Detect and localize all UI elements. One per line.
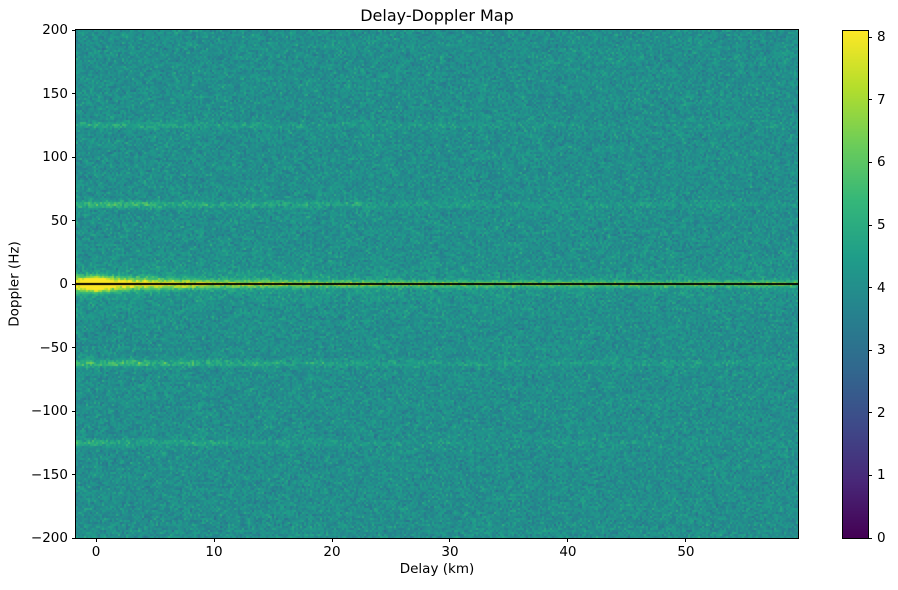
y-tick-label: −50: [39, 339, 69, 356]
y-tick-label: 150: [42, 85, 68, 102]
y-axis-label-text: Doppler (Hz): [6, 241, 23, 327]
colorbar-tick-label: 1: [877, 467, 886, 484]
colorbar-tick-label: 7: [877, 91, 886, 108]
colorbar-tick-mark: [868, 412, 872, 414]
x-tick-label: 0: [91, 544, 101, 560]
colorbar-tick-label: 0: [877, 530, 886, 546]
y-tick-label: 100: [42, 149, 68, 165]
y-tick-label: −150: [30, 466, 68, 483]
colorbar-tick-mark: [868, 99, 872, 101]
colorbar-tick-label: 4: [877, 279, 886, 296]
colorbar-tick-mark: [868, 224, 872, 226]
heatmap-canvas: [76, 30, 798, 538]
colorbar-tick-label: 2: [877, 404, 886, 421]
colorbar-tick-mark: [868, 474, 872, 476]
colorbar-tick-label: 8: [877, 29, 886, 46]
y-tick-label: −100: [30, 403, 68, 419]
y-tick-label: 200: [42, 22, 68, 38]
y-tick-mark: [72, 474, 76, 475]
x-tick-mark: [449, 538, 451, 542]
x-tick-label: 40: [559, 544, 577, 560]
x-tick-mark: [95, 538, 97, 542]
y-tick-mark: [72, 29, 76, 31]
x-tick-label: 50: [677, 544, 695, 560]
y-tick-label: −200: [30, 530, 68, 546]
x-tick-label: 10: [205, 544, 223, 560]
y-tick-mark: [72, 537, 76, 539]
y-tick-label: 50: [50, 212, 68, 229]
x-tick-label: 30: [441, 544, 459, 560]
colorbar-tick-mark: [868, 161, 872, 163]
colorbar-tick-mark: [868, 349, 872, 351]
x-tick-mark: [213, 538, 215, 542]
x-tick-mark: [567, 538, 569, 542]
colorbar-canvas: [843, 31, 868, 538]
colorbar-tick-mark: [868, 537, 872, 539]
y-tick-mark: [72, 410, 76, 412]
y-tick-mark: [72, 156, 76, 158]
colorbar-tick-mark: [868, 287, 872, 289]
colorbar-tick-mark: [868, 36, 872, 38]
y-tick-mark: [72, 93, 76, 94]
y-tick-label: 0: [59, 276, 68, 292]
colorbar-tick-label: 5: [877, 217, 886, 234]
colorbar-tick-label: 3: [877, 342, 886, 359]
chart-title: Delay-Doppler Map: [360, 6, 514, 25]
x-axis-label: Delay (km): [399, 561, 475, 577]
x-tick-mark: [331, 538, 333, 542]
y-tick-mark: [72, 220, 76, 221]
x-tick-label: 20: [323, 544, 341, 560]
colorbar-tick-label: 6: [877, 154, 886, 171]
x-tick-mark: [685, 538, 687, 542]
y-tick-mark: [72, 283, 76, 285]
y-tick-mark: [72, 347, 76, 348]
